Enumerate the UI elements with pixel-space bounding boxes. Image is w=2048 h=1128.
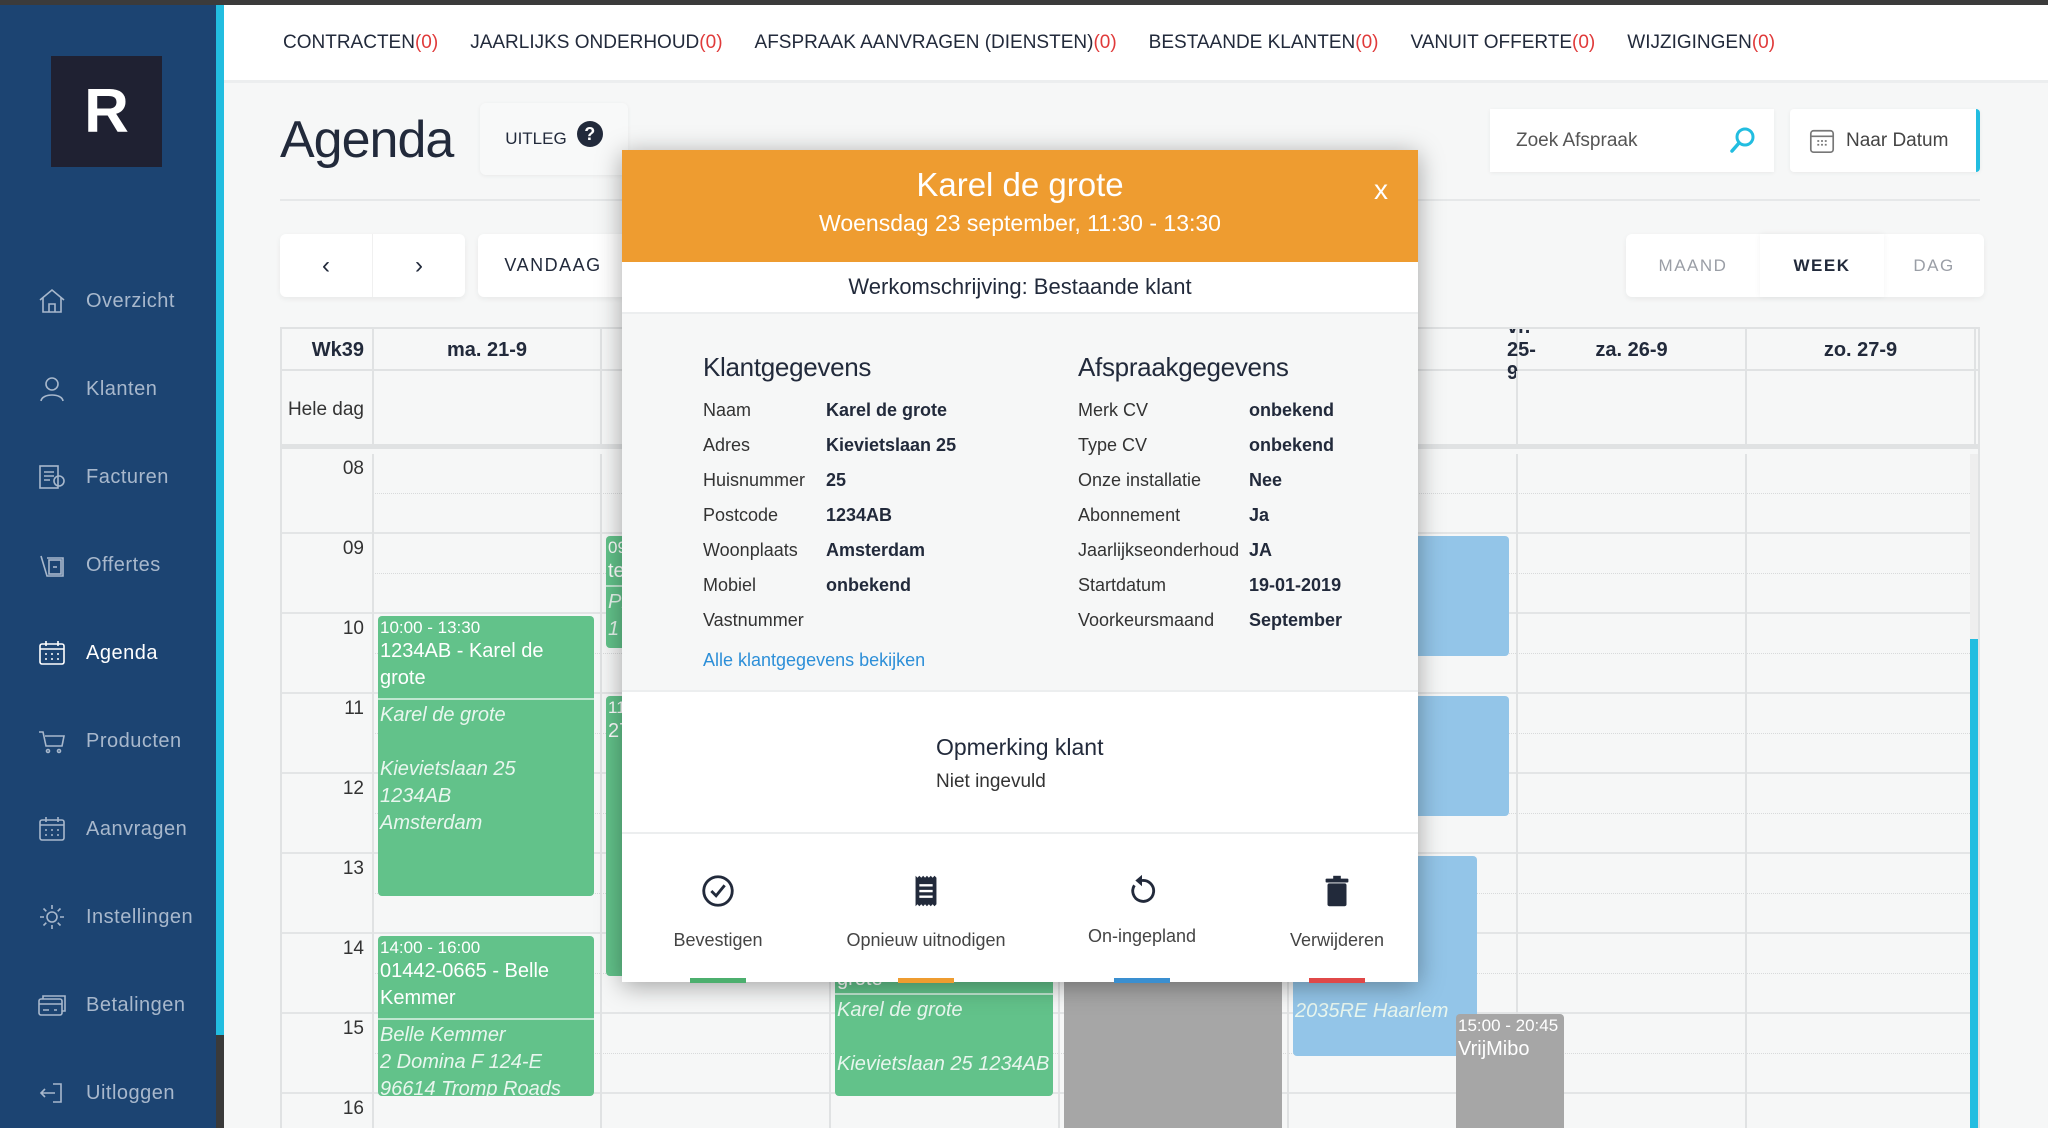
sidebar-item-facturen[interactable]: Facturen xyxy=(36,461,169,493)
sidebar-item-producten[interactable]: Producten xyxy=(36,725,182,757)
sidebar-item-offertes[interactable]: Offertes xyxy=(36,549,161,581)
search-box xyxy=(1490,109,1774,172)
client-heading: Klantgegevens xyxy=(703,352,872,382)
sidebar-item-uitloggen[interactable]: Uitloggen xyxy=(36,1077,175,1109)
view-week-button[interactable]: WEEK xyxy=(1760,234,1884,297)
client-details: Klantgegevens Naam Karel de grote Adres Ki… xyxy=(703,352,957,670)
app-logo[interactable]: R xyxy=(51,56,162,167)
home-icon xyxy=(36,285,68,317)
topnav-afspraak-aanvragen[interactable]: AFSPRAAK AANVRAGEN (DIENSTEN)(0) xyxy=(754,31,1117,53)
prev-week-button[interactable]: ‹ xyxy=(280,234,373,297)
sidebar-item-instellingen[interactable]: Instellingen xyxy=(36,901,193,933)
scrollbar-thumb[interactable] xyxy=(1970,639,1978,1128)
work-description: Werkomschrijving: Bestaande klant xyxy=(622,262,1418,314)
reinvite-color-bar xyxy=(898,978,954,983)
calendar-event[interactable]: 15:00 - 20:45 VrijMibo xyxy=(1456,1014,1564,1128)
sidebar-item-klanten[interactable]: Klanten xyxy=(36,373,157,405)
trash-icon xyxy=(1325,875,1349,907)
view-day-button[interactable]: DAG xyxy=(1913,255,1955,275)
all-day-cell[interactable] xyxy=(374,371,602,449)
day-header[interactable]: za. 26-9 xyxy=(1518,329,1747,371)
appointment-details: Afspraakgegevens Merk CV onbekend Type CV… xyxy=(1078,352,1343,630)
calendar-icon xyxy=(1809,129,1835,153)
time-grid: 08 09 10 11 12 13 14 15 16 10:00 - 13:30… xyxy=(282,454,1978,1128)
close-button[interactable]: x xyxy=(1374,174,1388,205)
topnav-wijzigingen[interactable]: WIJZIGINGEN(0) xyxy=(1627,31,1776,53)
sidebar-item-aanvragen[interactable]: Aanvragen xyxy=(36,813,187,845)
calendar-event[interactable]: 14:00 - 16:00 01442-0665 - Belle Kemmer … xyxy=(378,936,594,1096)
topnav-vanuit-offerte[interactable]: VANUIT OFFERTE(0) xyxy=(1410,31,1596,53)
calendar-icon xyxy=(36,637,68,669)
modal-title: Karel de grote xyxy=(916,166,1124,203)
logout-icon xyxy=(36,1077,68,1109)
view-switcher: MAAND WEEK DAG xyxy=(1626,234,1984,297)
next-week-button[interactable]: › xyxy=(415,251,423,279)
reinvite-button[interactable]: Opnieuw uitnodigen xyxy=(844,872,1008,983)
delete-button[interactable]: Verwijderen xyxy=(1287,872,1387,983)
remark-text: Niet ingevuld xyxy=(936,771,1046,792)
search-icon[interactable] xyxy=(1728,125,1758,155)
all-day-label: Hele dag xyxy=(282,371,374,449)
details-section: Klantgegevens Naam Karel de grote Adres Ki… xyxy=(622,314,1418,692)
gear-icon xyxy=(36,901,68,933)
search-input[interactable] xyxy=(1516,129,1716,152)
calendar-event[interactable]: 10:00 - 13:30 1234AB - Karel de grote Ka… xyxy=(378,616,594,896)
day-header[interactable]: ma. 21-9 xyxy=(374,329,602,371)
calendar-icon xyxy=(36,813,68,845)
receipt-icon xyxy=(915,875,937,907)
remark-heading: Opmerking klant xyxy=(936,734,1104,760)
all-day-cell[interactable] xyxy=(1518,371,1747,449)
hour-row: 16 xyxy=(282,1094,1978,1128)
day-header[interactable]: zo. 27-9 xyxy=(1747,329,1976,371)
view-month-button[interactable]: MAAND xyxy=(1658,255,1728,275)
user-icon xyxy=(36,373,68,405)
window-top-edge xyxy=(0,0,2048,5)
topnav-jaarlijks-onderhoud[interactable]: JAARLIJKS ONDERHOUD(0) xyxy=(470,31,723,53)
all-day-cell[interactable] xyxy=(1747,371,1976,449)
topnav-contracten[interactable]: CONTRACTEN(0) xyxy=(283,31,439,53)
modal-actions: Bevestigen Opnieuw uitnodigen On-ingepla… xyxy=(622,834,1418,983)
check-circle-icon xyxy=(702,875,734,907)
calendar-scrollbar[interactable] xyxy=(1970,454,1978,1128)
client-remark-section: Opmerking klant Niet ingevuld xyxy=(622,692,1418,834)
top-navigation: CONTRACTEN(0) JAARLIJKS ONDERHOUD(0) AFS… xyxy=(224,5,2048,83)
today-button[interactable]: VANDAAG xyxy=(478,234,628,297)
page-title: Agenda xyxy=(280,111,454,169)
unschedule-button[interactable]: On-ingepland xyxy=(1088,872,1196,983)
appointment-modal: Karel de grote Woensdag 23 september, 11… xyxy=(622,150,1418,983)
week-number: Wk39 xyxy=(282,329,374,371)
sidebar-item-overzicht[interactable]: Overzicht xyxy=(36,285,175,317)
naar-datum-button[interactable]: Naar Datum xyxy=(1790,109,1980,172)
view-all-client-details-link[interactable]: Alle klantgegevens bekijken xyxy=(703,650,926,670)
invoice-icon xyxy=(36,461,68,493)
undo-icon xyxy=(1131,874,1156,903)
topnav-bestaande-klanten[interactable]: BESTAANDE KLANTEN(0) xyxy=(1148,31,1379,53)
appointment-heading: Afspraakgegevens xyxy=(1078,352,1289,382)
sidebar-accent-bar xyxy=(216,5,224,1035)
uitleg-button[interactable]: UITLEG ? xyxy=(480,103,628,175)
confirm-color-bar xyxy=(690,978,746,983)
cart-icon xyxy=(36,725,68,757)
main-content: CONTRACTEN(0) JAARLIJKS ONDERHOUD(0) AFS… xyxy=(224,5,2048,1128)
modal-subtitle: Woensdag 23 september, 11:30 - 13:30 xyxy=(819,210,1221,236)
unschedule-color-bar xyxy=(1114,978,1170,983)
sidebar: R Overzicht Klanten Facturen Offertes Ag… xyxy=(0,5,216,1128)
card-icon xyxy=(36,989,68,1021)
confirm-button[interactable]: Bevestigen xyxy=(666,872,770,983)
quote-icon xyxy=(36,549,68,581)
help-icon: ? xyxy=(576,121,603,147)
delete-color-bar xyxy=(1309,978,1365,983)
sidebar-item-agenda[interactable]: Agenda xyxy=(36,637,158,669)
modal-header: Karel de grote Woensdag 23 september, 11… xyxy=(622,150,1418,262)
sidebar-item-betalingen[interactable]: Betalingen xyxy=(36,989,186,1021)
week-navigation: ‹ › xyxy=(280,234,465,297)
all-day-cell[interactable] xyxy=(1289,371,1518,449)
